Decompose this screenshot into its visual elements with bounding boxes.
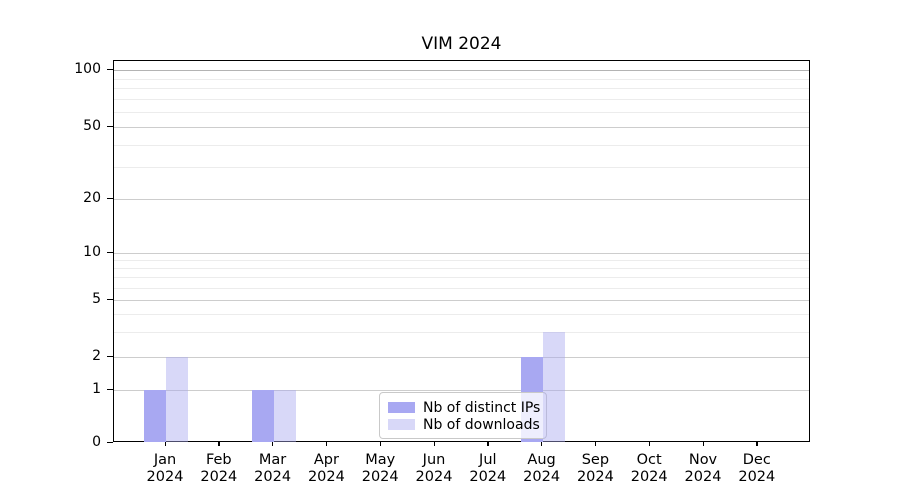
gridline-minor <box>114 277 809 279</box>
x-tick-year: 2024 <box>307 469 345 485</box>
gridline-minor <box>114 88 809 90</box>
y-tick-mark <box>107 356 113 358</box>
y-tick-label: 20 <box>83 190 101 206</box>
y-tick-mark <box>107 389 113 391</box>
gridline-minor <box>114 112 809 113</box>
x-tick-year: 2024 <box>684 469 722 485</box>
gridline-minor <box>114 287 809 289</box>
bar-downloads <box>273 390 296 442</box>
x-tick-label: Aug 2024 <box>507 452 577 486</box>
x-tick-mark <box>379 442 381 446</box>
x-tick-month: Jan <box>153 452 177 468</box>
y-tick-mark <box>107 252 113 254</box>
x-tick-month: Sep <box>581 452 610 468</box>
y-tick-mark <box>107 126 113 128</box>
gridline-minor <box>114 144 809 146</box>
legend: Nb of distinct IPs Nb of downloads <box>379 392 547 439</box>
x-tick-mark <box>541 442 543 446</box>
x-tick-mark <box>218 442 220 446</box>
bar-distinct-ips <box>144 390 166 442</box>
x-tick-label: Feb 2024 <box>184 452 254 486</box>
gridline-major <box>114 357 809 358</box>
y-tick-label: 0 <box>92 434 101 450</box>
y-tick-mark <box>107 442 113 444</box>
x-tick-mark <box>594 442 597 446</box>
y-tick-mark <box>107 299 113 301</box>
legend-swatch-downloads <box>388 419 415 430</box>
x-tick-month: Mar <box>258 452 287 468</box>
x-tick-year: 2024 <box>523 469 561 485</box>
x-tick-year: 2024 <box>469 469 507 485</box>
gridline-minor <box>114 313 809 315</box>
x-tick-month: May <box>365 452 396 468</box>
y-tick-label: 100 <box>74 61 101 77</box>
x-tick-label: Oct 2024 <box>614 452 684 486</box>
x-tick-year: 2024 <box>738 469 776 485</box>
gridline-minor <box>114 99 809 101</box>
x-tick-month: Apr <box>313 452 339 468</box>
gridline-minor <box>114 260 809 262</box>
x-tick-mark <box>433 442 435 446</box>
gridline-major <box>114 253 809 254</box>
x-tick-month: Jun <box>422 452 446 468</box>
legend-item-distinct-ips: Nb of distinct IPs <box>388 399 541 416</box>
x-tick-mark <box>325 442 328 446</box>
x-tick-label: Dec 2024 <box>722 452 792 486</box>
gridline-minor <box>114 268 809 270</box>
bar-downloads <box>166 357 188 442</box>
bar-distinct-ips <box>251 390 274 442</box>
x-tick-mark <box>756 442 758 446</box>
x-tick-year: 2024 <box>361 469 399 485</box>
legend-item-downloads: Nb of downloads <box>388 416 540 433</box>
x-tick-year: 2024 <box>200 469 238 485</box>
x-tick-month: Dec <box>742 452 771 468</box>
y-tick-label: 1 <box>92 381 101 397</box>
x-tick-mark <box>272 442 274 446</box>
x-tick-label: Apr 2024 <box>291 452 361 486</box>
x-tick-label: Jan 2024 <box>130 452 200 486</box>
x-tick-label: May 2024 <box>345 452 415 486</box>
gridline-major <box>114 390 809 391</box>
x-tick-mark <box>648 442 650 446</box>
x-tick-mark <box>487 442 489 446</box>
gridline-minor <box>114 331 809 333</box>
plot-area: Nb of distinct IPs Nb of downloads <box>113 60 810 442</box>
x-tick-year: 2024 <box>630 469 668 485</box>
y-tick-label: 5 <box>92 291 101 307</box>
x-tick-label: Sep 2024 <box>560 452 630 486</box>
gridline-major <box>114 127 809 128</box>
chart-title: VIM 2024 <box>421 34 502 54</box>
x-tick-label: Mar 2024 <box>238 452 308 486</box>
x-tick-month: Jul <box>479 452 497 468</box>
x-tick-label: Jul 2024 <box>453 452 523 486</box>
gridline-major <box>114 70 809 71</box>
x-tick-month: Nov <box>688 452 718 468</box>
y-tick-mark <box>107 69 113 71</box>
legend-swatch-distinct-ips <box>388 402 415 413</box>
y-tick-label: 10 <box>83 244 101 260</box>
y-tick-label: 2 <box>92 348 101 364</box>
x-tick-year: 2024 <box>576 469 614 485</box>
x-tick-year: 2024 <box>415 469 453 485</box>
x-tick-label: Jun 2024 <box>399 452 469 486</box>
x-tick-month: Feb <box>205 452 232 468</box>
legend-label-downloads: Nb of downloads <box>423 416 540 433</box>
x-tick-month: Oct <box>636 452 662 468</box>
y-tick-mark <box>107 198 113 200</box>
gridline-minor <box>114 78 809 80</box>
gridline-major <box>114 300 809 301</box>
gridline-major <box>114 199 809 200</box>
legend-label-distinct-ips: Nb of distinct IPs <box>423 399 541 416</box>
x-tick-mark <box>702 442 704 446</box>
gridline-minor <box>114 167 809 169</box>
x-tick-mark <box>164 442 166 446</box>
y-tick-label: 50 <box>83 118 101 134</box>
bar-downloads <box>542 331 565 442</box>
x-tick-year: 2024 <box>146 469 184 485</box>
x-tick-month: Aug <box>527 452 556 468</box>
x-tick-year: 2024 <box>254 469 292 485</box>
x-tick-label: Nov 2024 <box>668 452 738 486</box>
